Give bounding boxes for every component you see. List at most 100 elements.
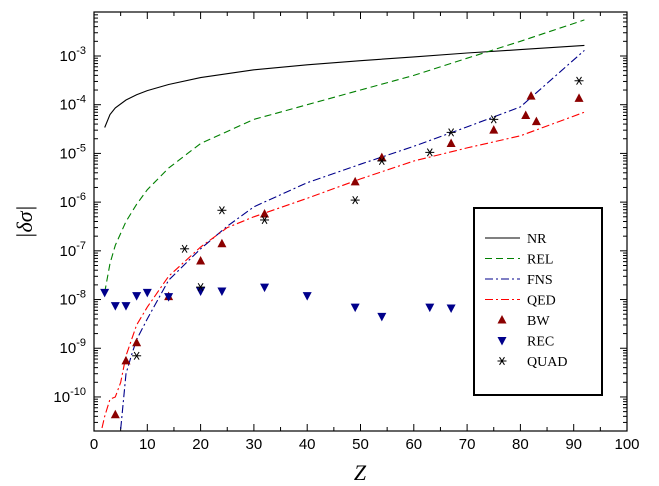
y-tick-base: 10 [60,97,77,114]
x-tick-label: 30 [246,436,263,453]
series-quad-point [180,244,190,253]
legend-label-rec: REC [527,335,554,350]
y-tick-exponent: -10 [70,386,86,398]
y-tick-label: 10-10 [53,386,86,406]
y-tick-base: 10 [60,243,77,260]
y-tick-label: 10-5 [60,142,86,162]
series-bw-point [574,93,584,102]
legend-box [473,207,603,396]
series-bw-point [446,138,456,147]
series-bw-point [121,355,131,365]
legend: NR REL FNS QED BW REC QUAD [473,207,603,396]
series-rec-point [142,288,152,298]
series-quad-point [446,128,456,137]
legend-label-qed: QED [527,294,556,309]
series-quad-point [217,206,227,215]
y-tick-exponent: -3 [76,45,86,57]
series-bw-point [196,255,206,265]
series-rec-point [217,287,227,296]
series-rec-markers [100,283,456,322]
y-tick-exponent: -9 [76,337,86,349]
y-tick-label: 10-9 [60,337,86,357]
y-tick-label: 10-3 [60,45,86,65]
series-quad-point [196,283,206,292]
y-tick-base: 10 [60,194,77,211]
x-tick-label: 80 [512,436,529,453]
series-rec-point [446,304,456,314]
asterisk-stroke [261,215,268,225]
series-bw-point [377,152,387,162]
asterisk-stroke [133,351,140,360]
asterisk-stroke [181,244,188,253]
series-bw-point [260,209,270,218]
series-quad-point [132,351,142,360]
series-quad-point [350,196,360,205]
series-quad-markers [132,76,584,360]
x-tick-label: 20 [192,436,209,453]
series-quad-point [574,76,584,85]
legend-swatch-quad [497,356,507,366]
series-bw-point [489,125,499,134]
series-rec-point [260,283,270,293]
asterisk-stroke [448,128,455,137]
series-rec-point [164,293,174,302]
series-bw-point [110,409,120,419]
series-quad-point [377,156,387,166]
asterisk-stroke [219,206,225,215]
y-tick-exponent: -6 [76,191,86,203]
x-tick-label: 10 [139,436,156,453]
series-rec-point [377,312,387,322]
x-tick-label: 70 [459,436,476,453]
x-tick-label: 90 [565,436,582,453]
series-rec-point [121,302,131,311]
series-quad-point [489,115,499,124]
series-bw-point [531,116,541,126]
legend-label-nr: NR [527,232,547,247]
y-tick-label: 10-7 [60,240,86,260]
legend-label-rel: REL [527,253,553,268]
y-tick-exponent: -7 [76,240,86,252]
x-tick-label: 100 [614,436,639,453]
asterisk-stroke [490,115,497,124]
series-bw-point [217,238,227,248]
series-rec-point [110,302,120,311]
y-tick-base: 10 [60,340,77,357]
series-bw-point [350,176,360,186]
series-rec-point [350,303,360,313]
y-tick-exponent: -5 [76,142,86,154]
asterisk-stroke [576,76,582,85]
series-layer [100,19,585,430]
y-axis-title: |δσ| [12,205,37,238]
asterisk-stroke [352,196,359,205]
asterisk-stroke [378,156,385,166]
series-bw-point [521,110,531,120]
asterisk-stroke [499,356,505,366]
y-tick-base: 10 [60,145,77,162]
asterisk-stroke [426,148,433,157]
y-tick-exponent: -4 [76,94,86,106]
x-tick-label: 50 [352,436,369,453]
x-tick-label: 0 [90,436,98,453]
asterisk-stroke [197,283,204,292]
x-axis: 0 10 20 30 40 50 60 70 80 90 100 [90,12,640,453]
series-bw-markers [110,91,584,419]
series-rec-point [425,303,435,313]
series-rec-point [302,292,312,301]
series-nr-line [104,44,585,128]
series-bw-point [526,91,536,100]
series-rec-point [100,288,110,298]
series-rec-point [132,292,142,301]
y-tick-base: 10 [60,292,77,309]
series-quad-point [425,148,435,157]
legend-label-bw: BW [527,314,550,329]
x-tick-label: 60 [405,436,422,453]
series-fns-line [120,49,585,430]
y-tick-exponent: -8 [76,289,86,301]
series-quad-point [260,215,270,225]
y-tick-label: 10-6 [60,191,86,211]
series-bw-point [132,337,142,347]
legend-label-fns: FNS [527,273,553,288]
y-tick-label: 10-4 [60,94,86,114]
